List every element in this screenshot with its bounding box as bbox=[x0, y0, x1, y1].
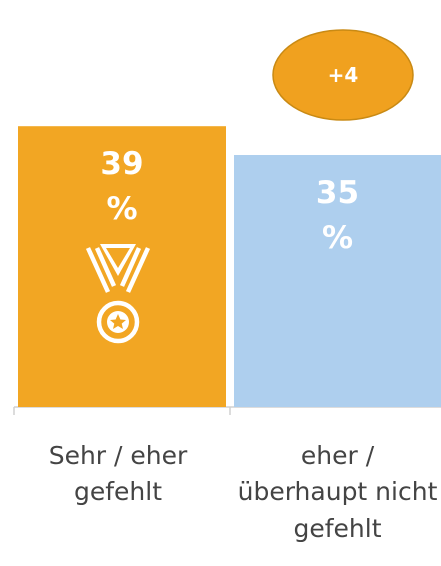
value-label: 39 % bbox=[100, 146, 144, 228]
medal-icon bbox=[85, 244, 151, 344]
annotation-text: +4 bbox=[327, 63, 359, 87]
x-tick-label: Sehr / eher gefehlt bbox=[48, 441, 188, 507]
value-label: 35 % bbox=[315, 175, 360, 256]
annotation-bubble bbox=[272, 29, 414, 121]
x-tick-label: eher / überhaupt nicht gefehlt bbox=[237, 441, 438, 543]
bar bbox=[234, 155, 441, 407]
